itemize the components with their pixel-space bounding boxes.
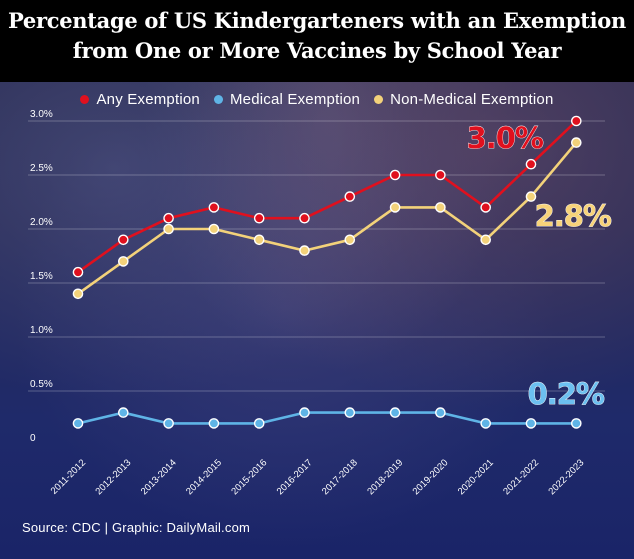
x-tick-label: 2019-2020 [411, 457, 451, 497]
data-point [344, 234, 356, 246]
data-point [389, 202, 401, 213]
data-point [118, 256, 129, 267]
y-tick-label: 1.5% [30, 271, 53, 282]
x-tick-label: 2017-2018 [320, 457, 360, 497]
y-axis-ticks: 0 0.5% 1.0% 1.5% 2.0% 2.5% 3.0% [30, 109, 53, 444]
data-point [480, 234, 492, 246]
data-point [389, 407, 401, 418]
data-point [72, 266, 84, 278]
data-point [480, 202, 492, 213]
x-tick-label: 2012-2013 [94, 457, 134, 497]
legend-marker-any-exemption [80, 94, 90, 104]
y-tick-label: 0.5% [30, 379, 53, 390]
data-point [163, 223, 174, 235]
series-medical-exemption [72, 407, 582, 429]
x-tick-label: 2013-2014 [139, 457, 179, 497]
data-point [435, 407, 446, 418]
legend-marker-non-medical-exemption [374, 94, 384, 104]
legend-item-any-exemption: Any Exemption [80, 90, 200, 108]
chart-title: Percentage of US Kindergarteners with an… [8, 8, 626, 63]
series-line-any-exemption [77, 120, 578, 274]
data-point [118, 407, 129, 418]
data-point [72, 288, 84, 300]
x-axis-ticks: 2011-2012 2012-2013 2013-2014 2014-2015 2015… [49, 457, 587, 497]
data-point [571, 115, 582, 127]
data-point [208, 223, 220, 235]
series-lines [72, 115, 582, 429]
legend: Any Exemption Medical Exemption Non-Medi… [0, 88, 634, 110]
data-point [253, 212, 265, 224]
legend-label-any-exemption: Any Exemption [96, 90, 200, 108]
data-point [299, 212, 310, 224]
data-point [72, 418, 84, 429]
y-tick-label: 2.0% [30, 217, 53, 228]
title-banner: Percentage of US Kindergarteners with an… [0, 0, 634, 82]
series-line-medical-exemption [77, 411, 577, 425]
x-tick-label: 2014-2015 [184, 457, 224, 497]
y-tick-label: 1.0% [30, 325, 53, 336]
data-point [344, 191, 356, 202]
data-point [299, 245, 310, 256]
legend-label-non-medical-exemption: Non-Medical Exemption [390, 90, 554, 108]
data-point [208, 202, 220, 213]
source-credit: Source: CDC | Graphic: DailyMail.com [22, 520, 251, 535]
legend-label-medical-exemption: Medical Exemption [229, 90, 361, 108]
y-tick-label: 2.5% [30, 163, 53, 174]
y-tick-label: 0 [30, 433, 36, 444]
y-tick-label: 3.0% [30, 109, 53, 120]
x-tick-label: 2011-2012 [49, 457, 88, 496]
x-tick-label: 2022-2023 [547, 457, 587, 497]
series-any-exemption [72, 115, 582, 278]
data-point [163, 212, 174, 224]
data-point [253, 234, 265, 246]
legend-marker-medical-exemption [213, 94, 223, 104]
data-point [525, 418, 537, 429]
legend-item-medical-exemption: Medical Exemption [213, 90, 361, 108]
end-value-labels: 3.0% 0.2% 2.8% [466, 121, 613, 412]
x-tick-label: 2015-2016 [229, 457, 269, 497]
x-tick-label: 2016-2017 [275, 457, 315, 497]
x-tick-label: 2018-2019 [365, 457, 405, 497]
end-label-non-medical-exemption: 2.8% [535, 199, 612, 233]
data-point [118, 234, 129, 246]
data-point [435, 169, 446, 181]
data-point [163, 418, 174, 429]
x-tick-label: 2021-2022 [501, 457, 541, 497]
data-point [389, 169, 401, 181]
data-point [435, 202, 446, 213]
end-label-medical-exemption: 0.2% [528, 377, 605, 411]
data-point [299, 407, 310, 418]
gridlines [28, 120, 605, 392]
data-point [571, 418, 582, 429]
x-tick-label: 2020-2021 [456, 457, 496, 497]
data-point [571, 137, 582, 148]
data-point [344, 407, 356, 418]
series-non-medical-exemption [72, 137, 582, 300]
data-point [480, 418, 492, 429]
data-point [208, 418, 220, 429]
data-point [525, 191, 537, 202]
end-label-any-exemption: 3.0% [467, 121, 544, 155]
data-point [525, 158, 537, 170]
legend-item-non-medical-exemption: Non-Medical Exemption [374, 91, 553, 108]
data-point [253, 418, 265, 429]
series-line-non-medical-exemption [77, 141, 578, 295]
